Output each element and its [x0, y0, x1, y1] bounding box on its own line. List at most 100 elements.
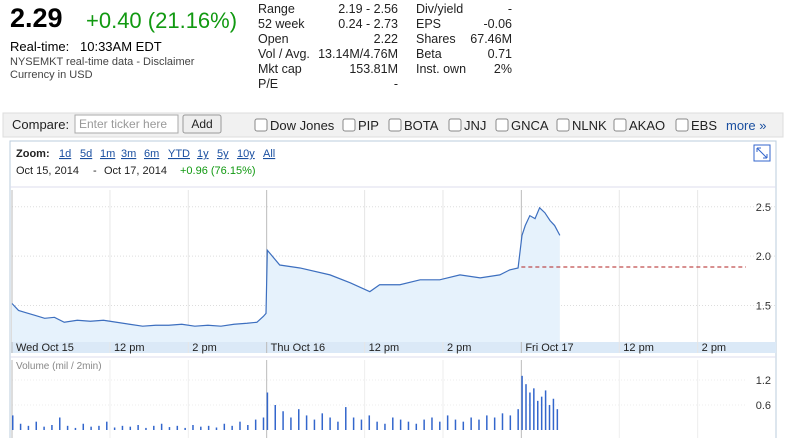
ticker-label: BOTA: [404, 118, 439, 133]
volume-bar: [137, 425, 139, 430]
ticker-checkbox[interactable]: [613, 118, 627, 132]
volume-bar: [431, 417, 433, 430]
zoom-option[interactable]: 1m: [100, 148, 115, 160]
stat-value: -: [508, 2, 512, 16]
volume-bar: [266, 392, 269, 430]
volume-bar: [493, 417, 496, 430]
x-axis-band: [11, 342, 776, 353]
volume-bar: [544, 390, 547, 430]
ticker-label: EBS: [691, 118, 717, 133]
volume-bar: [337, 421, 339, 430]
ticker-checkbox[interactable]: [342, 118, 356, 132]
ticker-label: AKAO: [629, 118, 665, 133]
volume-bar: [509, 415, 512, 430]
stat-value: 0.71: [488, 47, 512, 61]
stat-label: Vol / Avg.: [258, 47, 310, 61]
ticker-checkbox[interactable]: [495, 118, 509, 132]
stat-value: 0.24 - 2.73: [338, 17, 398, 31]
x-tick-label: Fri Oct 17: [525, 342, 573, 354]
volume-bar: [399, 419, 402, 430]
volume-bar: [329, 417, 331, 430]
ticker-checkbox[interactable]: [675, 118, 689, 132]
zoom-option[interactable]: All: [263, 148, 275, 160]
zoom-option[interactable]: YTD: [168, 148, 190, 160]
volume-bar: [462, 421, 465, 430]
ticker-label: JNJ: [464, 118, 486, 133]
volume-bar: [121, 425, 124, 430]
stat-value: 2.22: [374, 32, 398, 46]
stat-value: 2%: [494, 62, 512, 76]
volume-bar: [415, 423, 418, 430]
stat-label: Range: [258, 2, 295, 16]
quote-time: 10:33AM EDT: [80, 39, 162, 54]
x-tick-label: 2 pm: [192, 342, 216, 354]
volume-bar: [501, 413, 504, 430]
volume-bar: [454, 419, 457, 430]
price-area: [12, 207, 560, 342]
stat-value: -0.06: [484, 17, 513, 31]
zoom-option[interactable]: 5y: [217, 148, 229, 160]
ticker-checkbox[interactable]: [388, 118, 402, 132]
volume-bar: [556, 409, 559, 430]
volume-bar: [521, 375, 523, 430]
volume-bar: [145, 427, 147, 430]
volume-bar: [439, 421, 441, 430]
stat-value: 2.19 - 2.56: [338, 2, 398, 16]
volume-bar: [113, 427, 116, 430]
volume-bar: [192, 425, 194, 430]
zoom-option[interactable]: 6m: [144, 148, 159, 160]
volume-bar: [176, 425, 179, 430]
volume-bar: [27, 425, 30, 430]
volume-bar: [384, 423, 386, 430]
volume-bar: [290, 417, 292, 430]
zoom-option[interactable]: 5d: [80, 148, 92, 160]
volume-bar: [184, 427, 186, 430]
volume-bar: [153, 425, 155, 430]
ticker-label: GNCA: [511, 118, 549, 133]
zoom-option[interactable]: 10y: [237, 148, 255, 160]
ticker-label: NLNK: [572, 118, 607, 133]
stat-value: -: [394, 77, 398, 91]
volume-bar: [254, 419, 257, 430]
price-line: [11, 206, 561, 327]
stat-label: Mkt cap: [258, 62, 302, 76]
x-tick-label: 2 pm: [447, 342, 471, 354]
ticker-label: Dow Jones: [270, 118, 335, 133]
y-tick-label: 1.5: [756, 300, 771, 312]
volume-bar: [160, 423, 163, 430]
stat-label: Div/yield: [416, 2, 463, 16]
ticker-checkbox[interactable]: [556, 118, 570, 132]
data-source: NYSEMKT real-time data - Disclaimer: [10, 56, 195, 68]
zoom-options: 1d 5d 1m 3m 6m YTD 1y 5y 10y All: [59, 148, 275, 160]
volume-bar: [533, 388, 535, 430]
more-link[interactable]: more »: [726, 118, 766, 133]
volume-bar: [352, 417, 355, 430]
zoom-option[interactable]: 1d: [59, 148, 71, 160]
y-tick-label: 1.2: [756, 375, 771, 387]
stat-value: 13.14M/4.76M: [318, 47, 398, 61]
ticker-checkbox[interactable]: [448, 118, 462, 132]
volume-bar: [282, 411, 284, 430]
volume-bar: [423, 419, 425, 430]
volume-bar: [552, 398, 555, 430]
volume-bar: [313, 419, 316, 430]
add-button[interactable]: [182, 114, 222, 134]
ticker-checkbox[interactable]: [254, 118, 268, 132]
volume-bar: [486, 415, 488, 430]
range-change: +0.96 (76.15%): [180, 165, 256, 177]
zoom-option[interactable]: 3m: [121, 148, 136, 160]
zoom-label: Zoom:: [16, 148, 50, 160]
volume-bar: [35, 421, 38, 430]
volume-bar: [446, 415, 449, 430]
volume-bar: [525, 384, 527, 430]
ticker-input[interactable]: [74, 114, 179, 134]
volume-bar: [106, 421, 108, 430]
stat-label: Beta: [416, 47, 442, 61]
currency: Currency in USD: [10, 69, 93, 81]
volume-title: Volume (mil / 2min): [16, 361, 102, 372]
stat-label: P/E: [258, 77, 278, 91]
stat-label: 52 week: [258, 17, 305, 31]
zoom-option[interactable]: 1y: [197, 148, 209, 160]
volume-bar: [82, 423, 85, 430]
